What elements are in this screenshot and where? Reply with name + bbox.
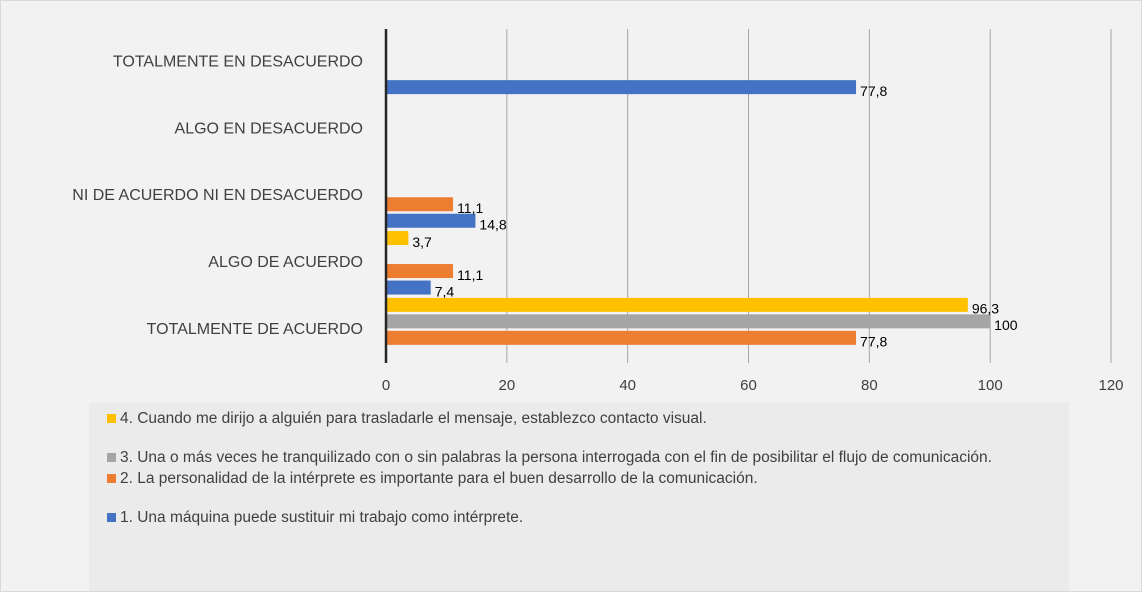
legend-label: 4. Cuando me dirijo a alguién para trasl… bbox=[120, 410, 707, 427]
data-label: 3,7 bbox=[412, 234, 432, 250]
data-label: 96,3 bbox=[972, 301, 999, 317]
legend-item: 2. La personalidad de la intérprete es i… bbox=[107, 469, 1051, 488]
legend-swatch bbox=[107, 453, 116, 462]
plot: 0 20 40 60 80 100 120 TOTALMENTE EN DESACUERDO 7… bbox=[72, 29, 1124, 394]
x-tick-label: 40 bbox=[619, 377, 636, 394]
legend-swatch bbox=[107, 414, 116, 423]
legend-item: 4. Cuando me dirijo a alguién para trasl… bbox=[107, 409, 1051, 428]
bar bbox=[386, 80, 857, 95]
y-tick-label: ALGO DE ACUERDO bbox=[208, 254, 363, 271]
legend-swatch bbox=[107, 513, 116, 522]
legend-label: 1. Una máquina puede sustituir mi trabaj… bbox=[120, 509, 524, 526]
legend-item: 3. Una o más veces he tranquilizado con … bbox=[107, 448, 1051, 467]
legend-label: 3. Una o más veces he tranquilizado con … bbox=[120, 449, 992, 466]
bar bbox=[386, 297, 968, 312]
bar bbox=[386, 231, 409, 246]
x-tick-label: 20 bbox=[498, 377, 515, 394]
data-label: 77,8 bbox=[860, 83, 887, 99]
bar bbox=[386, 264, 454, 279]
legend-item: 1. Una máquina puede sustituir mi trabaj… bbox=[107, 508, 1051, 527]
data-label: 77,8 bbox=[860, 334, 887, 350]
x-tick-label: 60 bbox=[740, 377, 757, 394]
bar bbox=[386, 197, 454, 212]
x-tick-label: 80 bbox=[861, 377, 878, 394]
data-label: 11,1 bbox=[457, 200, 483, 216]
bar bbox=[386, 280, 431, 295]
y-tick-label: TOTALMENTE DE ACUERDO bbox=[147, 321, 363, 338]
x-tick-label: 0 bbox=[382, 377, 390, 394]
legend-swatch bbox=[107, 474, 116, 483]
data-label: 11,1 bbox=[457, 267, 483, 283]
bar bbox=[386, 330, 857, 345]
data-label: 100 bbox=[994, 317, 1018, 333]
bar bbox=[386, 213, 476, 228]
data-label: 7,4 bbox=[435, 283, 455, 299]
legend: 4. Cuando me dirijo a alguién para trasl… bbox=[89, 403, 1069, 591]
y-tick-label: TOTALMENTE EN DESACUERDO bbox=[113, 54, 363, 71]
x-tick-label: 120 bbox=[1098, 377, 1123, 394]
y-tick-label: NI DE ACUERDO NI EN DESACUERDO bbox=[72, 187, 363, 204]
y-tick-label: ALGO EN DESACUERDO bbox=[175, 120, 363, 137]
x-tick-label: 100 bbox=[978, 377, 1003, 394]
data-label: 14,8 bbox=[479, 216, 506, 232]
legend-label: 2. La personalidad de la intérprete es i… bbox=[120, 470, 758, 487]
bar bbox=[386, 314, 991, 329]
